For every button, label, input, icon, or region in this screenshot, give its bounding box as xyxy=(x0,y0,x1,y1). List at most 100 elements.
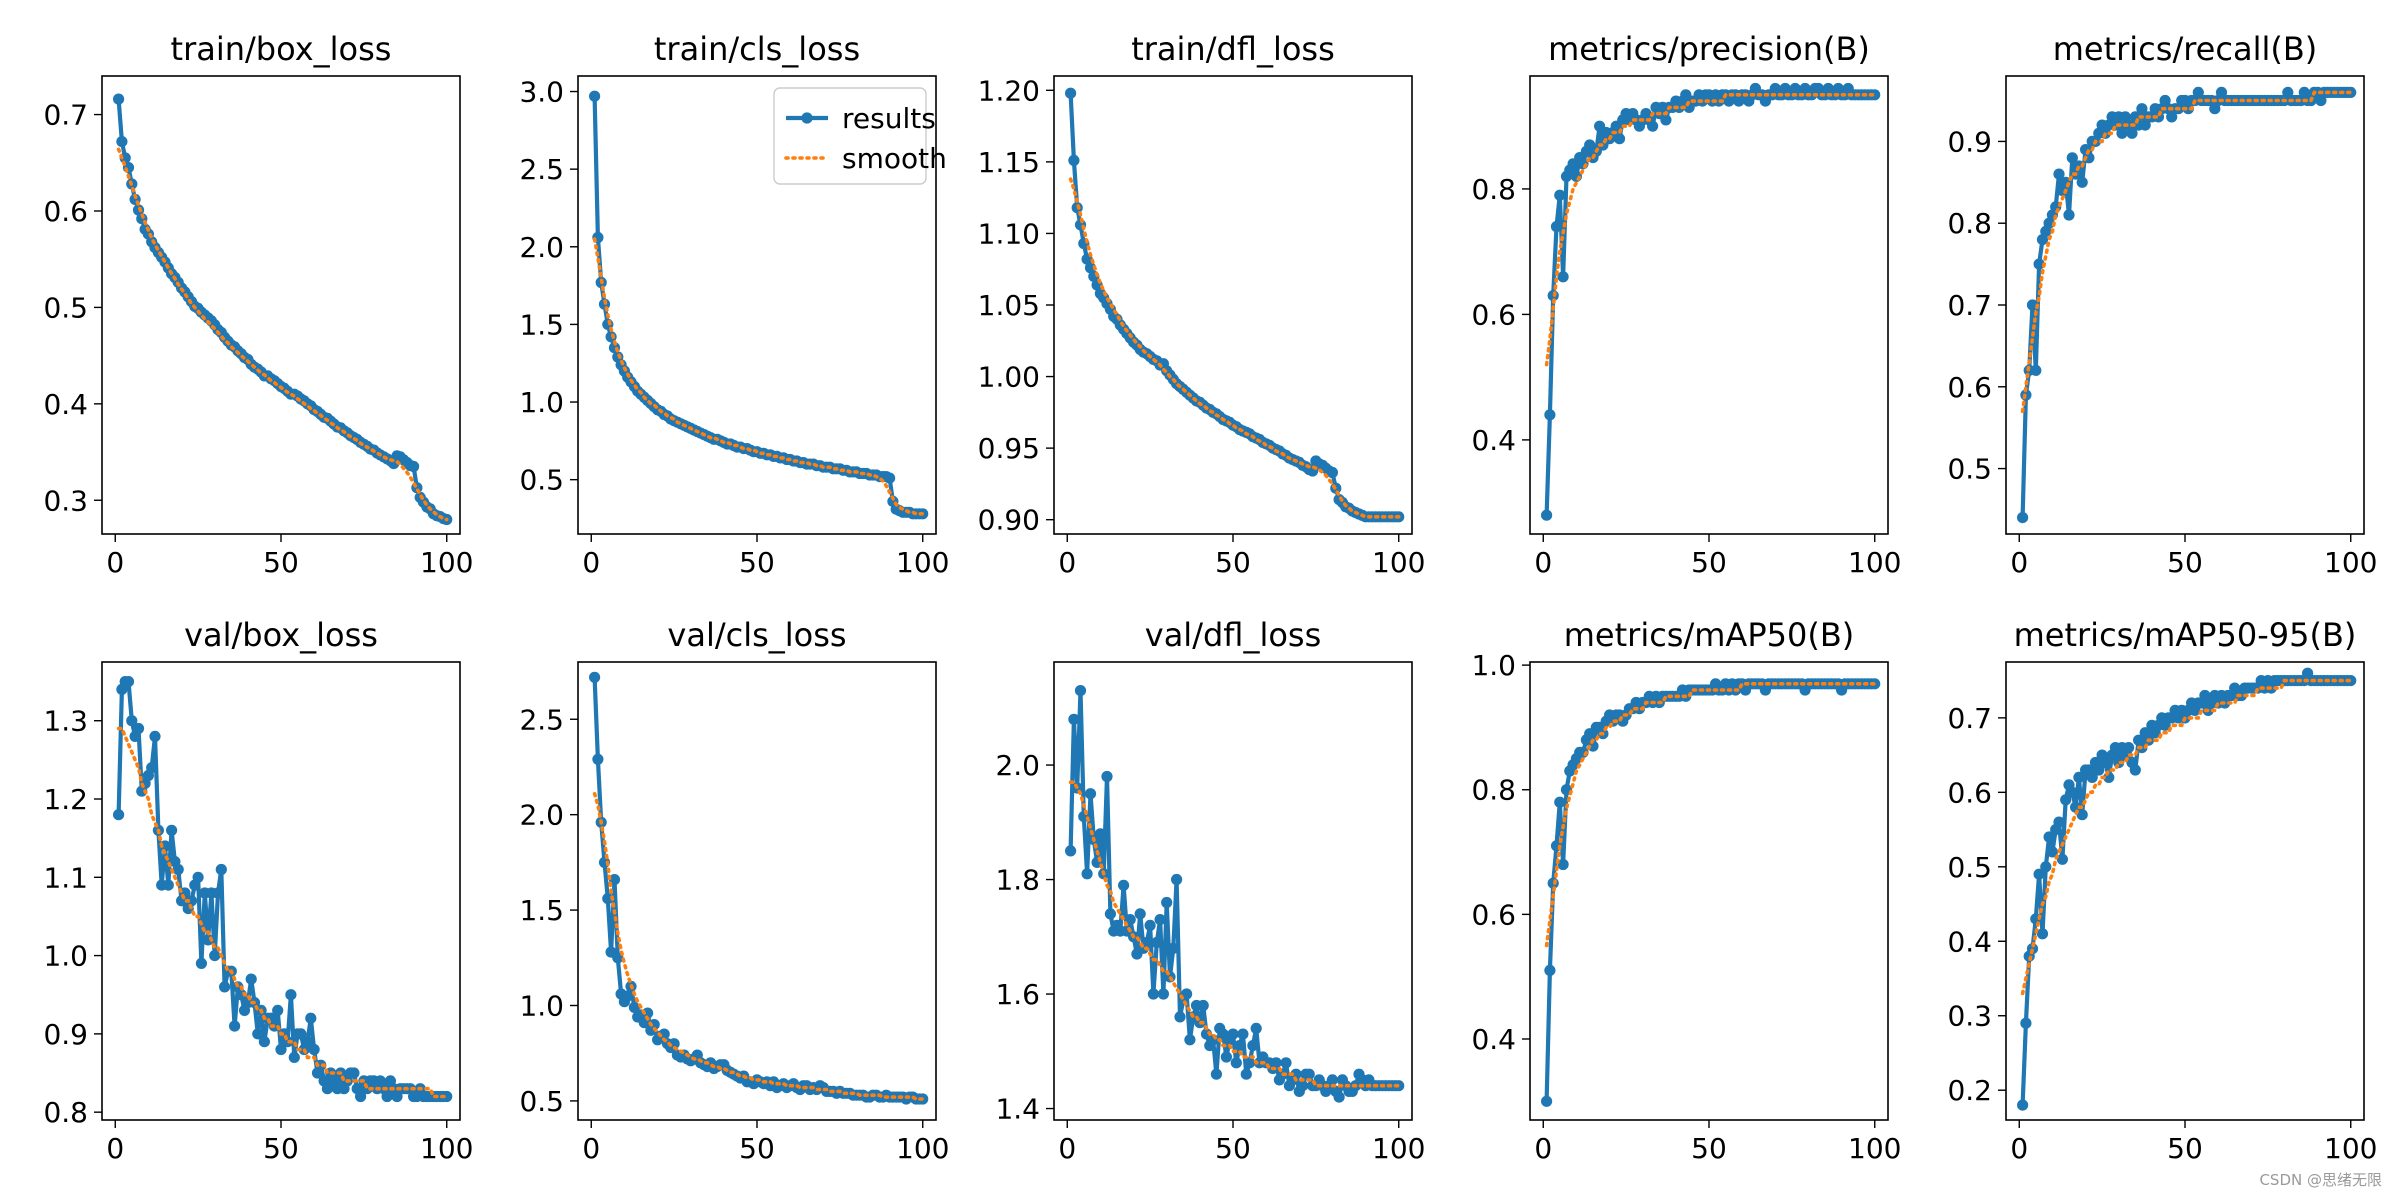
results-point xyxy=(1326,1074,1338,1086)
results-point xyxy=(288,1051,300,1063)
x-tick-label: 50 xyxy=(263,546,299,579)
results-point xyxy=(1065,87,1077,99)
subplot-title: metrics/mAP50-95(B) xyxy=(2014,616,2357,654)
results-point xyxy=(602,893,614,905)
subplot-title: train/box_loss xyxy=(171,30,392,68)
x-tick-label: 0 xyxy=(1534,546,1552,579)
subplot-title: val/box_loss xyxy=(184,616,378,654)
results-point xyxy=(295,1028,307,1040)
y-tick-label: 1.5 xyxy=(519,308,564,341)
results-point xyxy=(172,863,184,876)
y-tick-label: 3.0 xyxy=(519,76,564,109)
results-point xyxy=(2033,258,2045,270)
x-tick-label: 100 xyxy=(896,546,949,579)
results-point xyxy=(1557,858,1569,871)
results-point xyxy=(2056,853,2068,865)
results-point xyxy=(1068,713,1080,725)
results-point xyxy=(1234,1040,1246,1052)
x-tick-label: 50 xyxy=(1691,546,1727,579)
subplot-val-box-loss: val/box_loss 0 50 100 0.8 0.9 1.0 1.1 1.2 1.3 xyxy=(43,616,473,1165)
results-point xyxy=(285,989,297,1001)
y-tick-label: 2.0 xyxy=(995,749,1040,782)
y-tick-label: 1.6 xyxy=(995,978,1040,1011)
smooth-series-line xyxy=(2020,678,2353,996)
y-tick-label: 0.5 xyxy=(519,464,564,497)
results-point xyxy=(2053,816,2065,828)
results-point xyxy=(2066,786,2078,798)
axes-frame xyxy=(1529,661,1889,1121)
subplot-title: val/cls_loss xyxy=(667,616,846,654)
y-tick-label: 0.9 xyxy=(1947,125,1992,158)
results-point xyxy=(2099,756,2111,769)
y-tick-label: 0.8 xyxy=(43,1096,88,1129)
results-point xyxy=(2070,801,2082,813)
subplot-train-box-loss: train/box_loss 0 50 100 0.3 0.4 0.5 0.6 0.7 xyxy=(43,30,473,579)
results-point xyxy=(1084,788,1097,800)
subplot-metrics-map50-95-b: metrics/mAP50-95(B) 0 50 100 0.2 0.3 0.4 0.5 0.6… xyxy=(1947,616,2377,1165)
x-tick-label: 100 xyxy=(1848,546,1901,579)
results-point xyxy=(1134,908,1146,920)
results-point xyxy=(212,887,224,899)
subplot-metrics-map50-b: metrics/mAP50(B) 0 50 100 0.4 0.6 0.8 1.0 xyxy=(1471,616,1901,1165)
x-tick-label: 100 xyxy=(896,1132,949,1165)
y-tick-label: 0.4 xyxy=(1947,925,1992,958)
legend-results-label: results xyxy=(842,102,936,135)
results-point xyxy=(113,93,125,105)
axes-frame xyxy=(577,661,937,1121)
results-point xyxy=(2129,764,2141,776)
results-point xyxy=(1124,914,1136,926)
y-tick-label: 0.5 xyxy=(519,1085,564,1118)
smooth-series-line xyxy=(592,237,925,516)
results-point xyxy=(592,753,604,765)
axes-frame xyxy=(2005,661,2365,1121)
results-point xyxy=(132,722,145,735)
x-tick-label: 0 xyxy=(582,1132,600,1165)
results-point xyxy=(1157,988,1169,1000)
results-point xyxy=(1326,466,1338,479)
results-point xyxy=(2033,868,2045,880)
results-point xyxy=(884,472,896,484)
y-tick-label: 0.3 xyxy=(43,484,88,517)
results-point xyxy=(113,809,125,821)
subplot-train-cls-loss: train/cls_loss 0 50 100 0.5 1.0 1.5 2.0 2.5 3.0 re… xyxy=(519,30,949,579)
subplot-metrics-recall-b: metrics/recall(B) 0 50 100 0.5 0.6 0.7 0.8 0.9 xyxy=(1947,30,2377,579)
x-tick-label: 50 xyxy=(2167,1132,2203,1165)
results-point xyxy=(1151,936,1163,949)
results-point xyxy=(2020,1017,2032,1029)
results-series-line xyxy=(2020,671,2351,1106)
results-point xyxy=(1210,1068,1222,1080)
results-point xyxy=(2043,831,2055,843)
results-point xyxy=(1141,936,1153,949)
x-tick-label: 50 xyxy=(263,1132,299,1165)
results-point xyxy=(1333,1091,1345,1103)
results-point xyxy=(321,1083,333,1095)
results-point xyxy=(2046,846,2058,858)
results-point xyxy=(348,1067,360,1079)
y-tick-label: 2.5 xyxy=(519,703,564,736)
results-point xyxy=(441,1090,453,1103)
results-point xyxy=(215,863,227,876)
results-point xyxy=(1244,1057,1256,1069)
results-point xyxy=(1161,896,1173,909)
results-point xyxy=(2123,742,2135,754)
smooth-series-line xyxy=(1544,93,1877,367)
smooth-series-line xyxy=(592,791,925,1101)
y-tick-label: 1.4 xyxy=(995,1093,1040,1126)
results-point xyxy=(2066,152,2078,164)
results-point xyxy=(1550,221,1563,233)
y-tick-label: 0.7 xyxy=(1947,289,1992,322)
results-point xyxy=(1237,1028,1249,1040)
x-tick-label: 50 xyxy=(1691,1132,1727,1165)
subplot-val-dfl-loss: val/dfl_loss 0 50 100 1.4 1.6 1.8 2.0 xyxy=(995,616,1425,1165)
subplot-title: train/cls_loss xyxy=(654,30,860,68)
y-tick-label: 0.2 xyxy=(1947,1074,1992,1107)
results-point xyxy=(1869,89,1881,101)
smooth-series-line xyxy=(1544,681,1877,948)
y-tick-label: 1.2 xyxy=(43,783,88,816)
results-point xyxy=(1544,964,1556,977)
results-point xyxy=(1240,1068,1252,1080)
results-series-line xyxy=(592,677,923,1102)
results-point xyxy=(2030,364,2042,376)
smooth-series-line xyxy=(1068,780,1401,1088)
watermark: CSDN @思绪无限 xyxy=(2259,1171,2382,1189)
